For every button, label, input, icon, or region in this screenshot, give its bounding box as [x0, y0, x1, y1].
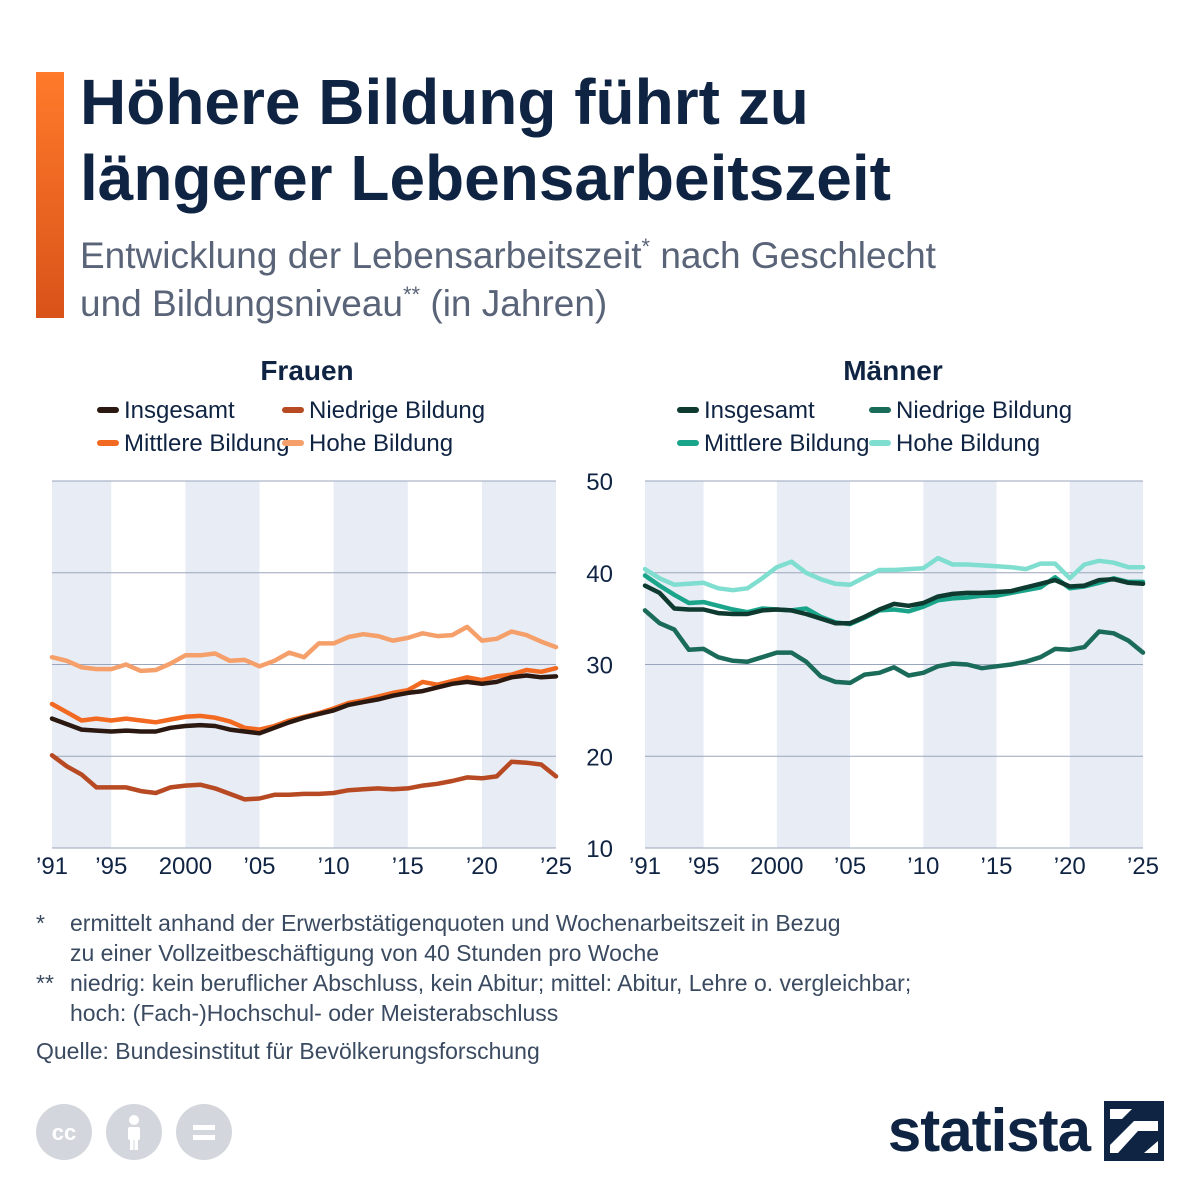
maenner-y-tick-label-3: 40 — [586, 561, 613, 588]
footnote-1-line-2: zu einer Vollzeitbeschäftigung von 40 St… — [70, 940, 660, 966]
footnote-2: ** niedrig: kein beruflicher Abschluss, … — [36, 968, 1156, 1028]
frauen-x-tick-label-4: ’10 — [318, 853, 350, 880]
maenner-legend-label-0: Insgesamt — [704, 397, 815, 424]
frauen-chart-title: Frauen — [260, 355, 353, 386]
maenner-series-line-1 — [642, 608, 1146, 686]
frauen-series-line-2 — [49, 665, 559, 732]
footnotes: * ermittelt anhand der Erwerbstätigenquo… — [36, 908, 1156, 1066]
subtitle: Entwicklung der Lebensarbeitszeit* nach … — [80, 232, 1160, 328]
maenner-x-tick-label-3: ’05 — [834, 853, 866, 880]
footnote-1-mark: * — [36, 910, 45, 936]
maenner-y-tick-label-1: 20 — [586, 744, 613, 771]
person-icon[interactable] — [106, 1104, 162, 1160]
maenner-series-line-3 — [642, 555, 1146, 593]
maenner-x-tick-label-7: ’25 — [1127, 853, 1159, 880]
footnote-1-line-1: ermittelt anhand der Erwerbstätigenquote… — [70, 910, 841, 936]
source-note: Quelle: Bundesinstitut für Bevölkerungsf… — [36, 1038, 540, 1064]
brand-name: statista — [887, 1097, 1091, 1164]
frauen-x-tick-label-3: ’05 — [244, 853, 276, 880]
maenner-legend-label-3: Hohe Bildung — [896, 430, 1040, 457]
frauen-legend-label-3: Hohe Bildung — [309, 430, 453, 457]
maenner-y-tick-label-2: 30 — [586, 653, 613, 680]
subtitle-part-1: Entwicklung der Lebensarbeitszeit — [80, 235, 642, 276]
maenner-y-tick-label-0: 10 — [586, 836, 613, 863]
statista-logo-icon — [1104, 1100, 1164, 1161]
cc-icon[interactable]: cc — [36, 1104, 92, 1160]
footnote-2-line-1: niedrig: kein beruflicher Abschluss, kei… — [70, 970, 912, 996]
subtitle-part-4: (in Jahren) — [420, 283, 608, 324]
maenner-series-line-2 — [642, 573, 1146, 627]
frauen-x-tick-label-7: ’25 — [540, 853, 572, 880]
maenner-x-tick-label-2: 2000 — [750, 853, 803, 880]
title-line-2: längerer Lebensarbeitszeit — [80, 142, 891, 214]
frauen-x-tick-label-2: 2000 — [159, 853, 212, 880]
subtitle-part-3: und Bildungsniveau — [80, 283, 403, 324]
accent-bar — [36, 72, 64, 318]
license-icons: cc — [36, 1104, 232, 1160]
page-title: Höhere Bildung führt zu längerer Lebensa… — [80, 64, 1160, 216]
footnote-2-mark: ** — [36, 970, 54, 996]
maenner-legend-label-2: Mittlere Bildung — [704, 430, 869, 457]
maenner-x-tick-label-1: ’95 — [688, 853, 720, 880]
frauen-x-tick-label-6: ’20 — [466, 853, 498, 880]
subtitle-footnote-mark-1: * — [641, 234, 651, 259]
maenner-series-line-0 — [642, 576, 1146, 626]
frauen-x-tick-label-1: ’95 — [95, 853, 127, 880]
charts-area: Frauen Insgesamt Niedrige Bildung Mittlere … — [36, 355, 1159, 880]
title-line-1: Höhere Bildung führt zu — [80, 66, 809, 138]
subtitle-part-2: nach Geschlecht — [650, 235, 936, 276]
frauen-x-tick-label-0: ’91 — [36, 853, 68, 880]
footnote-2-line-2: hoch: (Fach-)Hochschul- oder Meisterabsc… — [70, 1000, 559, 1026]
maenner-x-tick-label-4: ’10 — [907, 853, 939, 880]
svg-text:cc: cc — [52, 1120, 76, 1145]
frauen-x-tick-label-5: ’15 — [392, 853, 424, 880]
maenner-x-tick-label-5: ’15 — [981, 853, 1013, 880]
frauen-legend-label-1: Niedrige Bildung — [309, 397, 485, 424]
frauen-series-line-3 — [49, 624, 559, 674]
statista-brand[interactable]: statista — [888, 1096, 1164, 1165]
frauen-legend-label-0: Insgesamt — [124, 397, 235, 424]
frauen-series-line-0 — [49, 673, 559, 736]
maenner-legend-label-1: Niedrige Bildung — [896, 397, 1072, 424]
frauen-legend-label-2: Mittlere Bildung — [124, 430, 289, 457]
maenner-x-tick-label-0: ’91 — [629, 853, 661, 880]
maenner-x-tick-label-6: ’20 — [1054, 853, 1086, 880]
frauen-series-line-1 — [49, 753, 559, 802]
equals-icon[interactable] — [176, 1104, 232, 1160]
maenner-y-tick-label-4: 50 — [586, 469, 613, 496]
footnote-1: * ermittelt anhand der Erwerbstätigenquo… — [36, 908, 1156, 968]
subtitle-footnote-mark-2: ** — [402, 282, 421, 307]
maenner-chart-title: Männer — [843, 355, 943, 386]
